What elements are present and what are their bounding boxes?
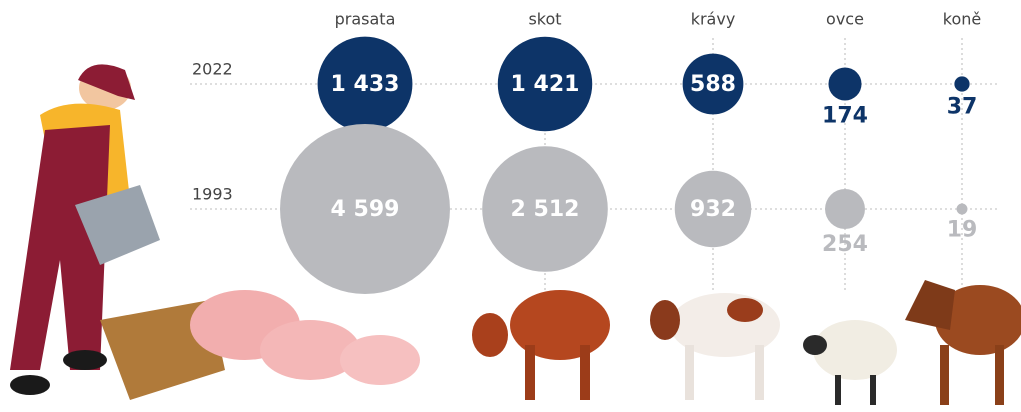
category-label: krávy xyxy=(691,10,736,29)
bubble xyxy=(828,67,861,100)
row-label: 1993 xyxy=(192,185,233,204)
bubble xyxy=(954,76,969,91)
category-label: skot xyxy=(528,10,561,29)
value-label: 1 433 xyxy=(331,72,400,97)
value-label: 932 xyxy=(690,197,736,222)
value-label: 588 xyxy=(690,72,736,97)
category-label: koně xyxy=(943,10,981,29)
value-label: 2 512 xyxy=(511,197,580,222)
chart: prasata skot krávy ovce koně 2022 1 433 1 421 58… xyxy=(0,0,1021,412)
value-label: 174 xyxy=(822,104,868,129)
row-label: 2022 xyxy=(192,60,233,79)
value-label: 37 xyxy=(947,95,978,120)
bubble xyxy=(957,204,968,215)
category-label: prasata xyxy=(335,10,396,29)
value-label: 4 599 xyxy=(331,197,400,222)
value-label: 254 xyxy=(822,232,868,257)
bubble xyxy=(825,189,865,229)
category-label: ovce xyxy=(826,10,864,29)
value-label: 1 421 xyxy=(511,72,580,97)
value-label: 19 xyxy=(947,217,978,242)
